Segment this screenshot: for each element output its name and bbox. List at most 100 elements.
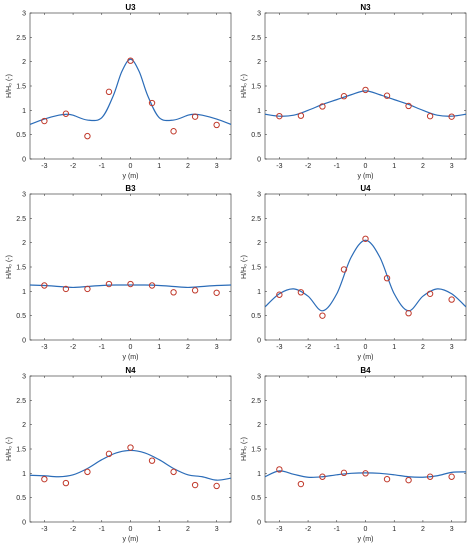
y-axis-label: H/H₀ (-) bbox=[6, 437, 13, 461]
y-tick-label: 2.5 bbox=[251, 35, 261, 42]
x-tick-label: 2 bbox=[421, 344, 425, 351]
model-curve bbox=[30, 284, 231, 289]
y-tick-label: 2.5 bbox=[251, 398, 261, 405]
data-point bbox=[170, 128, 177, 135]
data-point bbox=[362, 86, 369, 94]
panel-n3: -3 -2 -1 0 1 2 3 0 0.5 1 1.5 2 2.5 3 N3 y (m) H/H₀ (-) bbox=[241, 3, 467, 180]
y-tick-label: 1.5 bbox=[251, 84, 261, 91]
y-tick-label: 2 bbox=[257, 240, 261, 247]
y-tick-label: 0.5 bbox=[16, 313, 26, 320]
x-tick-label: -2 bbox=[70, 344, 76, 351]
x-tick-label: 1 bbox=[392, 344, 396, 351]
y-tick-label: 2 bbox=[257, 422, 261, 429]
model-curve bbox=[265, 90, 466, 117]
y-tick-label: 1.5 bbox=[16, 447, 26, 454]
x-tick-label: 3 bbox=[450, 163, 454, 170]
data-point bbox=[41, 282, 48, 289]
y-tick-label: 0 bbox=[257, 338, 261, 345]
x-tick-label: 1 bbox=[392, 163, 396, 170]
data-point bbox=[448, 296, 455, 303]
panel-title: B3 bbox=[125, 184, 136, 193]
x-axis-label: y (m) bbox=[123, 354, 139, 361]
data-point bbox=[213, 121, 220, 129]
panel-title: U3 bbox=[125, 3, 136, 12]
data-point bbox=[62, 110, 70, 117]
x-tick-label: -1 bbox=[99, 163, 105, 170]
x-tick-label: 2 bbox=[186, 526, 190, 533]
y-tick-label: 2 bbox=[22, 59, 26, 66]
panel-title: B4 bbox=[360, 366, 371, 375]
data-point bbox=[105, 450, 113, 458]
x-tick-label: -3 bbox=[41, 163, 47, 170]
y-tick-label: 1.5 bbox=[16, 265, 26, 272]
y-tick-label: 0.5 bbox=[16, 495, 26, 502]
plot-area bbox=[264, 375, 467, 523]
x-tick-label: -3 bbox=[276, 526, 282, 533]
data-point bbox=[84, 468, 91, 476]
panel-b3: -3 -2 -1 0 1 2 3 0 0.5 1 1.5 2 2.5 3 B3 y (m) H/H₀ (-) bbox=[6, 184, 232, 361]
data-point bbox=[426, 112, 434, 120]
plot-area bbox=[264, 193, 467, 341]
data-point bbox=[127, 444, 134, 451]
data-point bbox=[84, 285, 91, 293]
y-tick-label: 2.5 bbox=[251, 216, 261, 223]
data-point bbox=[426, 290, 434, 297]
y-tick-label: 3 bbox=[257, 374, 261, 381]
data-point bbox=[340, 266, 348, 273]
x-tick-label: 0 bbox=[364, 344, 368, 351]
data-point bbox=[362, 470, 369, 477]
y-tick-label: 1 bbox=[257, 289, 261, 296]
y-tick-label: 1.5 bbox=[251, 447, 261, 454]
x-tick-label: 3 bbox=[215, 526, 219, 533]
data-point bbox=[84, 132, 91, 140]
y-tick-label: 0.5 bbox=[16, 132, 26, 139]
panel-title: N3 bbox=[360, 3, 371, 12]
y-tick-label: 2.5 bbox=[16, 216, 26, 223]
y-tick-label: 3 bbox=[22, 374, 26, 381]
x-tick-label: -2 bbox=[70, 163, 76, 170]
x-tick-label: 1 bbox=[392, 526, 396, 533]
x-tick-label: 3 bbox=[215, 344, 219, 351]
y-tick-label: 2.5 bbox=[16, 35, 26, 42]
x-tick-label: 2 bbox=[421, 526, 425, 533]
data-point bbox=[62, 479, 70, 487]
y-tick-label: 1 bbox=[22, 289, 26, 296]
x-tick-label: -2 bbox=[305, 344, 311, 351]
y-tick-label: 2.5 bbox=[16, 398, 26, 405]
x-tick-label: 1 bbox=[157, 344, 161, 351]
x-axis-label: y (m) bbox=[123, 173, 139, 180]
y-tick-label: 0 bbox=[257, 157, 261, 164]
y-axis-label: H/H₀ (-) bbox=[241, 437, 248, 461]
data-point bbox=[297, 112, 305, 119]
data-point bbox=[170, 289, 177, 296]
data-point bbox=[213, 289, 220, 296]
x-tick-label: 0 bbox=[364, 526, 368, 533]
y-axis-label: H/H₀ (-) bbox=[6, 74, 13, 98]
x-tick-label: 3 bbox=[450, 344, 454, 351]
y-tick-label: 0.5 bbox=[251, 132, 261, 139]
y-tick-label: 1 bbox=[257, 108, 261, 115]
panel-b4: -3 -2 -1 0 1 2 3 0 0.5 1 1.5 2 2.5 3 B4 y (m) H/H₀ (-) bbox=[241, 366, 467, 543]
x-tick-label: -2 bbox=[305, 163, 311, 170]
x-tick-label: 2 bbox=[186, 344, 190, 351]
data-point bbox=[405, 310, 412, 317]
y-tick-label: 1 bbox=[257, 471, 261, 478]
y-axis-label: H/H₀ (-) bbox=[241, 255, 248, 279]
data-point bbox=[405, 476, 412, 484]
x-axis-label: y (m) bbox=[358, 354, 374, 361]
data-point bbox=[319, 103, 326, 110]
y-tick-label: 0.5 bbox=[251, 495, 261, 502]
x-tick-label: 2 bbox=[186, 163, 190, 170]
x-tick-label: 3 bbox=[450, 526, 454, 533]
y-tick-label: 1.5 bbox=[16, 84, 26, 91]
data-point bbox=[426, 473, 434, 480]
data-point bbox=[127, 57, 134, 64]
y-tick-label: 0 bbox=[22, 338, 26, 345]
panel-u3: -3 -2 -1 0 1 2 3 0 0.5 1 1.5 2 2.5 3 U3 y (m) H/H₀ (-) bbox=[6, 3, 232, 180]
data-point bbox=[276, 291, 283, 298]
y-tick-label: 3 bbox=[22, 11, 26, 18]
y-tick-label: 3 bbox=[22, 192, 26, 199]
data-point bbox=[127, 280, 134, 288]
y-tick-label: 1 bbox=[22, 471, 26, 478]
